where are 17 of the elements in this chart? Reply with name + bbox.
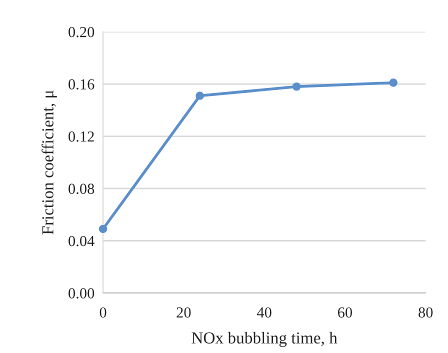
x-tick-label: 40 [256,307,272,318]
y-tick-label: 0.04 [68,236,94,246]
y-tick-label: 0.12 [68,131,94,142]
point [389,78,398,87]
y-tick-label: 0.00 [68,288,94,299]
point [196,92,204,100]
x-axis-title: NOx bubbling time, h [192,332,338,348]
point [98,224,108,234]
y-tick-label: 0.20 [68,26,94,38]
point [292,82,301,91]
x-tick-label: 20 [176,307,191,318]
x-tick-label: 0 [100,307,106,318]
y-axis-title: Friction coefficient, μ [42,90,57,234]
y-tick-label: 0.08 [68,184,94,194]
x-tick-label: 80 [418,307,433,318]
x-tick-label: 60 [338,307,352,318]
y-tick-label: 0.16 [68,79,94,90]
